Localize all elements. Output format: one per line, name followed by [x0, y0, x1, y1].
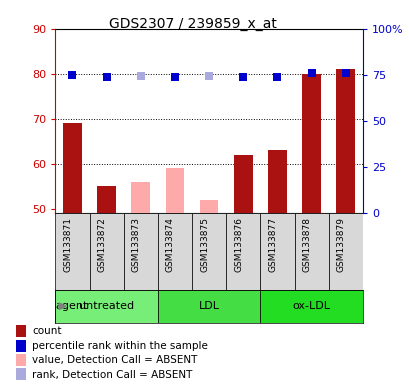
Text: count: count: [32, 326, 62, 336]
Bar: [55, 290, 157, 323]
Point: [239, 74, 246, 80]
Text: LDL: LDL: [198, 301, 219, 311]
Text: percentile rank within the sample: percentile rank within the sample: [32, 341, 208, 351]
Point: [69, 72, 76, 78]
Text: value, Detection Call = ABSENT: value, Detection Call = ABSENT: [32, 355, 197, 365]
Point: [137, 73, 144, 79]
Point: [103, 74, 110, 80]
Bar: [16, 325, 26, 337]
Bar: [233, 155, 252, 213]
Text: GSM133878: GSM133878: [302, 217, 311, 272]
Bar: [165, 168, 184, 213]
Bar: [191, 213, 226, 290]
Bar: [260, 290, 362, 323]
Point: [205, 73, 212, 79]
Text: GSM133871: GSM133871: [63, 217, 72, 272]
Text: GSM133879: GSM133879: [336, 217, 345, 272]
Bar: [63, 123, 82, 213]
Point: [342, 70, 348, 76]
Bar: [328, 213, 362, 290]
Bar: [267, 150, 286, 213]
Bar: [16, 354, 26, 366]
Bar: [55, 213, 89, 290]
Bar: [124, 213, 157, 290]
Point: [171, 74, 178, 80]
Bar: [16, 369, 26, 381]
Text: rank, Detection Call = ABSENT: rank, Detection Call = ABSENT: [32, 369, 192, 380]
Bar: [157, 213, 191, 290]
Bar: [335, 69, 354, 213]
Bar: [97, 186, 116, 213]
Bar: [260, 213, 294, 290]
Bar: [89, 213, 124, 290]
Bar: [226, 213, 260, 290]
Text: untreated: untreated: [79, 301, 134, 311]
Text: GSM133874: GSM133874: [166, 217, 175, 272]
Text: GSM133873: GSM133873: [131, 217, 140, 272]
Bar: [301, 74, 320, 213]
Bar: [131, 182, 150, 213]
Text: GSM133876: GSM133876: [234, 217, 243, 272]
Text: GSM133872: GSM133872: [97, 217, 106, 272]
Text: agent: agent: [56, 301, 88, 311]
Bar: [16, 339, 26, 352]
Text: GSM133875: GSM133875: [200, 217, 209, 272]
Text: GSM133877: GSM133877: [268, 217, 277, 272]
Point: [274, 74, 280, 80]
Bar: [294, 213, 328, 290]
Point: [308, 70, 314, 76]
Bar: [199, 200, 218, 213]
Bar: [157, 290, 260, 323]
Text: GDS2307 / 239859_x_at: GDS2307 / 239859_x_at: [108, 17, 276, 31]
Text: ox-LDL: ox-LDL: [292, 301, 330, 311]
